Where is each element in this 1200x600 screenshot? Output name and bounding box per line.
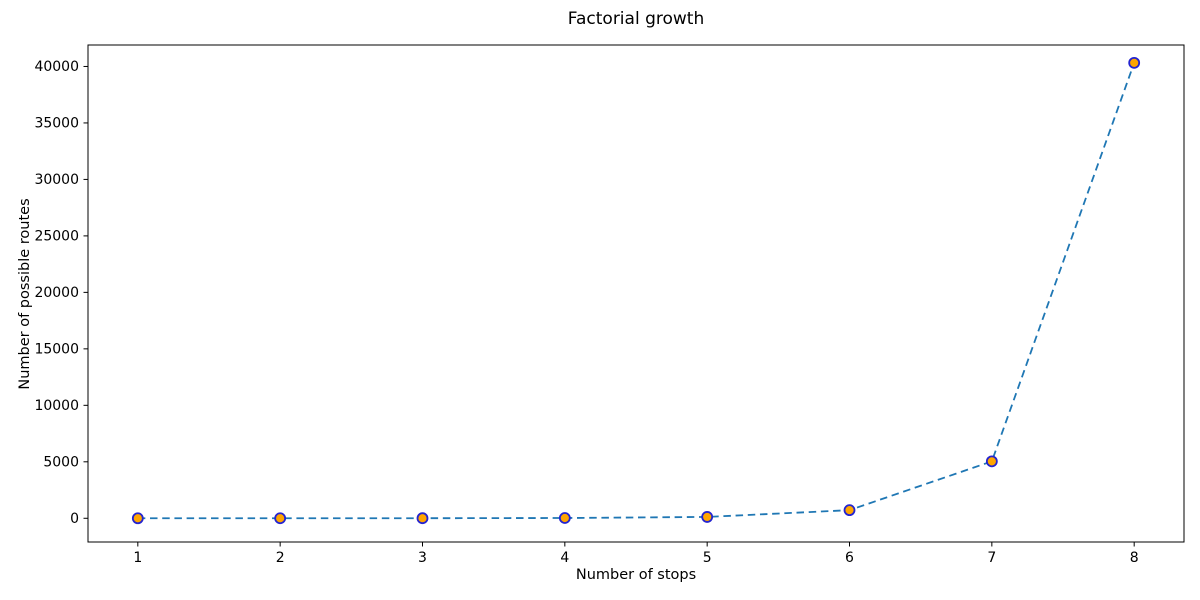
data-point <box>1128 56 1141 69</box>
y-tick-label: 30000 <box>34 172 79 188</box>
y-tick-label: 20000 <box>34 285 79 301</box>
data-point <box>985 455 998 468</box>
x-tick-label: 3 <box>418 550 427 566</box>
x-axis-label: Number of stops <box>575 567 697 583</box>
y-tick-label: 0 <box>70 511 79 527</box>
data-point <box>131 512 144 525</box>
y-tick-label: 15000 <box>34 341 79 357</box>
y-tick-label: 35000 <box>34 115 79 131</box>
x-tick-label: 5 <box>703 550 712 566</box>
y-tick-label: 10000 <box>34 398 79 414</box>
data-line <box>137 62 1136 520</box>
data-point <box>701 511 714 523</box>
y-tick-label: 5000 <box>43 454 79 470</box>
data-point <box>274 512 287 525</box>
x-tick-label: 1 <box>133 550 142 566</box>
data-point <box>416 512 429 525</box>
chart-title: Factorial growth <box>567 9 705 29</box>
y-tick-label: 25000 <box>34 228 79 244</box>
data-point <box>558 512 571 524</box>
y-tick-label: 40000 <box>34 59 79 75</box>
x-tick-label: 7 <box>987 550 996 566</box>
data-point <box>843 504 856 517</box>
x-tick-label: 8 <box>1130 550 1139 566</box>
x-tick-label: 6 <box>845 550 854 566</box>
y-axis-label: Number of possible routes <box>17 198 33 390</box>
x-tick-label: 4 <box>560 550 569 566</box>
axes-spines <box>87 44 1185 543</box>
x-tick-label: 2 <box>276 550 285 566</box>
